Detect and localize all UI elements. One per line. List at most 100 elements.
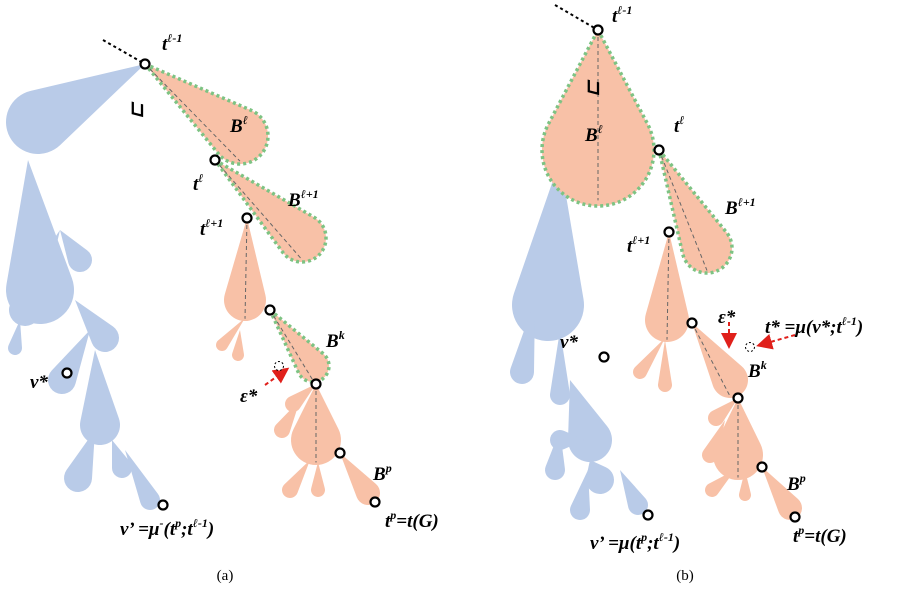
shapes bbox=[6, 5, 802, 522]
drop bbox=[80, 350, 120, 445]
drop bbox=[8, 320, 22, 355]
parent-edge bbox=[103, 40, 145, 64]
superscript: p bbox=[797, 523, 804, 537]
superscript: k bbox=[761, 358, 767, 372]
node bbox=[600, 353, 609, 362]
label-part: v’ =μ(t bbox=[590, 533, 642, 554]
superscript: p bbox=[389, 508, 396, 522]
label: Bℓ+1 bbox=[287, 187, 319, 211]
arrow bbox=[265, 370, 286, 385]
label-part: B bbox=[747, 361, 761, 382]
node-dashed bbox=[746, 343, 755, 352]
node bbox=[734, 394, 743, 403]
label-part: B bbox=[584, 125, 598, 146]
label-part: ⊐ bbox=[127, 100, 148, 118]
node bbox=[371, 498, 380, 507]
label: Bk bbox=[325, 328, 345, 352]
label: ⊐ bbox=[127, 100, 148, 118]
label-part: ε* bbox=[240, 386, 258, 407]
label-part: B bbox=[325, 331, 339, 352]
label-part: ) bbox=[672, 533, 680, 554]
label-part: ε* bbox=[718, 307, 736, 328]
caption: (a) bbox=[217, 568, 234, 584]
superscript: ℓ-1 bbox=[193, 516, 208, 530]
label-part: B bbox=[372, 464, 386, 485]
label-part: v’ =μ bbox=[120, 519, 160, 540]
drop bbox=[570, 470, 590, 520]
superscript: ℓ+1 bbox=[301, 187, 319, 201]
drop bbox=[145, 64, 268, 164]
drop bbox=[658, 340, 672, 392]
label-part: =t(G) bbox=[396, 511, 438, 532]
node bbox=[758, 463, 767, 472]
label: tp=t(G) bbox=[793, 523, 847, 547]
label: Bℓ+1 bbox=[724, 195, 756, 219]
label-part: ) bbox=[855, 317, 863, 338]
label: Bk bbox=[747, 358, 767, 382]
label: v’ =μ-(tp;tℓ-1) bbox=[120, 516, 214, 540]
drop bbox=[311, 462, 325, 497]
node bbox=[141, 60, 150, 69]
superscript: ℓ bbox=[243, 113, 248, 127]
label: tℓ bbox=[674, 113, 684, 137]
label: v’ =μ(tp;tℓ-1) bbox=[590, 530, 680, 554]
label-part: B bbox=[287, 190, 301, 211]
drop bbox=[6, 64, 145, 154]
superscript: ℓ+1 bbox=[205, 216, 223, 230]
superscript: ℓ bbox=[598, 122, 603, 136]
drop bbox=[125, 450, 160, 510]
parent-edge bbox=[555, 5, 598, 30]
drop bbox=[64, 430, 95, 492]
label-part: v* bbox=[560, 332, 578, 353]
node bbox=[243, 214, 252, 223]
label-part: B bbox=[786, 474, 800, 495]
label: tℓ-1 bbox=[162, 31, 182, 55]
label-part: B bbox=[229, 116, 243, 137]
label: ⊐ bbox=[583, 78, 604, 96]
label-part: =t(G) bbox=[804, 526, 846, 547]
label: ε* bbox=[718, 307, 736, 328]
label-part: v* bbox=[30, 372, 48, 393]
superscript: ℓ-1 bbox=[617, 3, 632, 17]
label: t* =μ(v*;tℓ-1) bbox=[765, 314, 863, 338]
label-part: t* =μ(v*;t bbox=[765, 317, 843, 338]
label-part: ) bbox=[206, 519, 214, 540]
superscript: p bbox=[799, 471, 806, 485]
drop bbox=[705, 470, 735, 497]
label-part: ;t bbox=[647, 533, 659, 554]
drop bbox=[568, 380, 612, 462]
label: Bp bbox=[372, 461, 392, 485]
label-part: B bbox=[724, 198, 738, 219]
node bbox=[312, 380, 321, 389]
node bbox=[63, 369, 72, 378]
label: tp=t(G) bbox=[385, 508, 439, 532]
caption: (b) bbox=[676, 568, 694, 584]
node bbox=[791, 513, 800, 522]
superscript: ℓ-1 bbox=[842, 314, 857, 328]
superscript: p bbox=[385, 461, 392, 475]
node bbox=[655, 146, 664, 155]
node-dashed bbox=[275, 362, 284, 371]
node bbox=[266, 306, 275, 315]
superscript: ℓ-1 bbox=[659, 530, 674, 544]
label-part: ⊐ bbox=[583, 78, 604, 96]
label: tℓ+1 bbox=[627, 233, 650, 257]
label: tℓ bbox=[193, 171, 203, 195]
node bbox=[159, 501, 168, 510]
superscript: ℓ-1 bbox=[167, 31, 182, 45]
drop bbox=[215, 160, 326, 262]
drop bbox=[48, 330, 90, 394]
drop bbox=[282, 460, 310, 498]
superscript: ℓ+1 bbox=[738, 195, 756, 209]
superscript: ℓ+1 bbox=[632, 233, 650, 247]
superscript: ℓ bbox=[679, 113, 684, 127]
superscript: ℓ bbox=[198, 171, 203, 185]
label: v* bbox=[30, 372, 48, 393]
drop bbox=[586, 460, 614, 494]
label: tℓ-1 bbox=[612, 3, 632, 27]
node bbox=[336, 449, 345, 458]
superscript: p bbox=[174, 516, 181, 530]
superscript: k bbox=[339, 328, 345, 342]
superscript: p bbox=[640, 530, 647, 544]
node bbox=[644, 511, 653, 520]
